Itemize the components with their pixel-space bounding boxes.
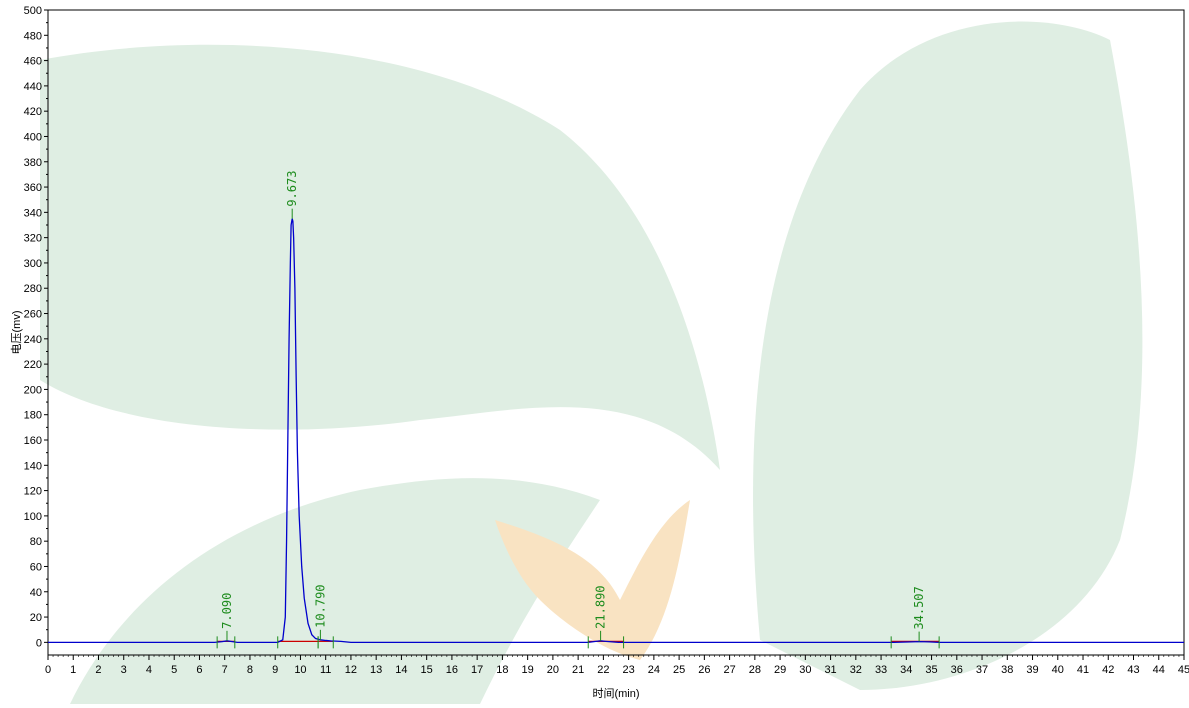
x-tick-label: 14	[395, 664, 407, 676]
x-tick-label: 31	[824, 664, 836, 676]
y-tick-label: 220	[24, 359, 42, 371]
x-tick-label: 32	[850, 664, 862, 676]
series-line	[48, 218, 1184, 643]
x-tick-label: 44	[1153, 664, 1165, 676]
y-tick-label: 40	[30, 587, 42, 599]
x-tick-label: 33	[875, 664, 887, 676]
x-tick-label: 10	[294, 664, 306, 676]
y-tick-label: 420	[24, 106, 42, 118]
y-tick-label: 20	[30, 612, 42, 624]
x-tick-label: 7	[222, 664, 228, 676]
y-tick-label: 320	[24, 233, 42, 245]
x-tick-label: 16	[446, 664, 458, 676]
y-tick-label: 0	[36, 637, 42, 649]
x-tick-label: 36	[951, 664, 963, 676]
x-tick-label: 15	[421, 664, 433, 676]
x-tick-label: 1	[70, 664, 76, 676]
x-tick-label: 34	[900, 664, 912, 676]
x-tick-label: 3	[121, 664, 127, 676]
y-tick-label: 400	[24, 131, 42, 143]
x-tick-label: 0	[45, 664, 51, 676]
x-tick-label: 43	[1127, 664, 1139, 676]
x-tick-label: 4	[146, 664, 152, 676]
x-tick-label: 6	[196, 664, 202, 676]
y-tick-label: 160	[24, 435, 42, 447]
y-tick-label: 280	[24, 283, 42, 295]
x-tick-label: 27	[723, 664, 735, 676]
x-tick-label: 39	[1026, 664, 1038, 676]
y-tick-label: 100	[24, 511, 42, 523]
peak-label: 10.790	[313, 584, 327, 627]
y-tick-label: 60	[30, 561, 42, 573]
x-tick-label: 37	[976, 664, 988, 676]
x-tick-label: 19	[522, 664, 534, 676]
y-tick-label: 180	[24, 410, 42, 422]
peak-annotations: 7.090 9.673 10.790 21.890 34.507	[216, 171, 940, 649]
x-tick-label: 12	[345, 664, 357, 676]
watermark-leaf-right	[753, 21, 1143, 690]
x-tick-label: 42	[1102, 664, 1114, 676]
y-tick-label: 80	[30, 536, 42, 548]
x-tick-label: 25	[673, 664, 685, 676]
y-tick-label: 140	[24, 460, 42, 472]
x-tick-label: 23	[622, 664, 634, 676]
y-tick-label: 460	[24, 56, 42, 68]
y-tick-label: 440	[24, 81, 42, 93]
peak-label: 21.890	[594, 585, 608, 628]
x-tick-label: 21	[572, 664, 584, 676]
x-axis: 0 1 2 3 4 5 6 7 8 9 10 11 12 13 14 15 16 17 18 19 20 21 22 23 24…	[45, 655, 1189, 676]
x-axis-title: 时间(min)	[592, 687, 639, 700]
x-tick-label: 26	[698, 664, 710, 676]
x-tick-label: 35	[925, 664, 937, 676]
y-tick-label: 240	[24, 334, 42, 346]
watermark-leaf-orange	[495, 500, 690, 660]
x-tick-label: 9	[272, 664, 278, 676]
y-axis: 0 20 40 60 80 100 120 140 160 180 200 220 240 260 280 3…	[24, 5, 48, 649]
x-tick-label: 17	[471, 664, 483, 676]
x-tick-label: 28	[749, 664, 761, 676]
y-axis-title: 电压(mv)	[10, 311, 23, 355]
x-tick-label: 11	[320, 664, 331, 676]
x-tick-label: 20	[547, 664, 559, 676]
x-tick-label: 24	[648, 664, 660, 676]
peak-label: 9.673	[285, 171, 299, 207]
y-tick-label: 300	[24, 258, 42, 270]
y-tick-label: 360	[24, 182, 42, 194]
x-tick-label: 40	[1052, 664, 1064, 676]
x-tick-label: 41	[1077, 664, 1089, 676]
x-tick-label: 8	[247, 664, 253, 676]
peak-label: 7.090	[220, 593, 234, 629]
x-tick-label: 29	[774, 664, 786, 676]
watermark-leaves	[40, 21, 1143, 704]
x-tick-label: 5	[171, 664, 177, 676]
series-layer	[48, 218, 1184, 643]
y-tick-label: 340	[24, 207, 42, 219]
plot-frame	[47, 9, 1185, 656]
watermark-leaf-bottom	[70, 478, 600, 704]
x-tick-label: 22	[597, 664, 609, 676]
x-tick-label: 13	[370, 664, 382, 676]
y-tick-label: 500	[24, 5, 42, 17]
x-tick-label: 38	[1001, 664, 1013, 676]
y-tick-label: 200	[24, 384, 42, 396]
watermark-leaf-left	[40, 44, 720, 470]
x-tick-label: 18	[496, 664, 508, 676]
y-tick-label: 120	[24, 486, 42, 498]
y-tick-label: 260	[24, 309, 42, 321]
x-tick-label: 2	[95, 664, 101, 676]
x-tick-label: 45	[1178, 664, 1189, 676]
y-tick-label: 380	[24, 157, 42, 169]
peak-label: 34.507	[912, 586, 926, 629]
y-tick-label: 480	[24, 30, 42, 42]
x-tick-label: 30	[799, 664, 811, 676]
